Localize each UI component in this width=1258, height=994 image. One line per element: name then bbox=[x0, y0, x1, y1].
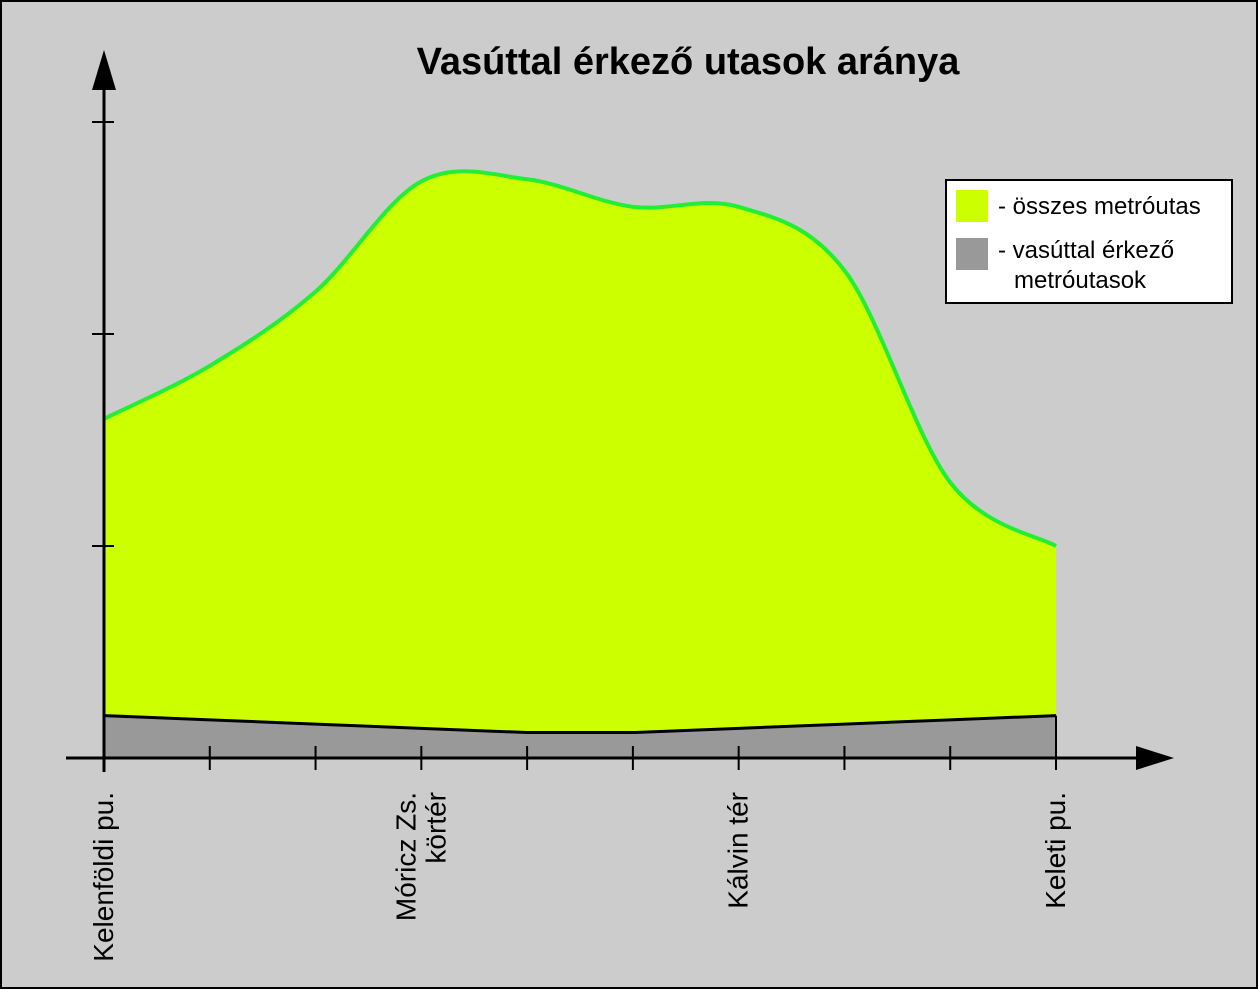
area-osszes-metroutas bbox=[104, 171, 1056, 758]
x-tick-label: körtér bbox=[420, 792, 451, 864]
axes bbox=[66, 50, 1174, 772]
legend-label-osszes: - összes metróutas bbox=[998, 193, 1201, 220]
x-tick-label: Keleti pu. bbox=[1040, 792, 1071, 909]
line-vasuttal-erkezo bbox=[103, 714, 1057, 735]
legend-label-vasuttal: - vasúttal érkező metróutasok bbox=[998, 237, 1174, 294]
legend: - összes metróutas - vasúttal érkező metr… bbox=[945, 179, 1233, 304]
legend-swatch-osszes bbox=[956, 190, 988, 222]
x-tick-label: Kálvin tér bbox=[723, 792, 754, 909]
x-tick-label: Móricz Zs. bbox=[390, 792, 421, 921]
y-axis-arrow bbox=[92, 50, 116, 90]
x-tick-label: Kelenföldi pu. bbox=[88, 792, 119, 962]
legend-swatch-vasuttal bbox=[956, 238, 988, 270]
plot-area bbox=[103, 169, 1058, 758]
x-tick-labels: Kelenföldi pu. Móricz Zs. körtér Kálvin tér… bbox=[88, 792, 1071, 962]
legend-box bbox=[945, 179, 1233, 304]
line-osszes-metroutas bbox=[103, 169, 1058, 548]
chart-title: Vasúttal érkező utasok aránya bbox=[417, 41, 961, 83]
x-axis-arrow bbox=[1136, 746, 1174, 770]
